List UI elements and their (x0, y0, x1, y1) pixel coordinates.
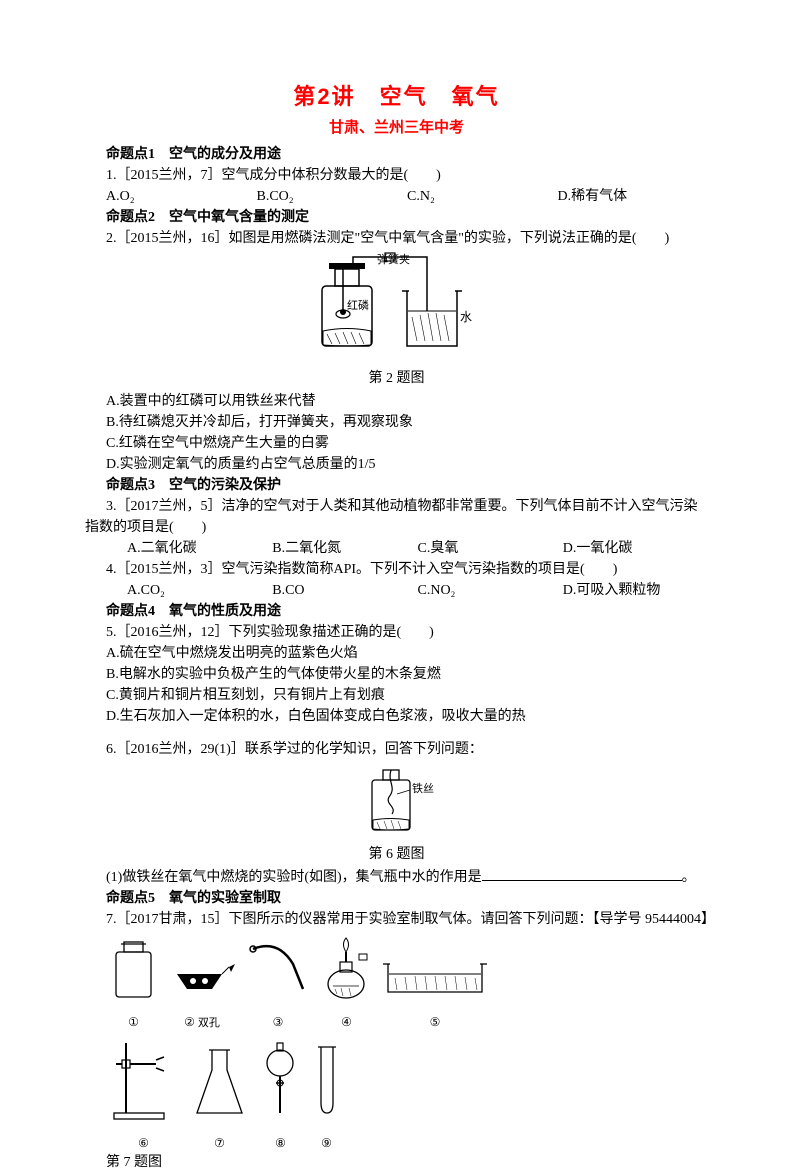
q1-options: A.O₂ B.CO₂ C.N₂ D.稀有气体 (85, 186, 708, 207)
q5-opt-c: C.黄铜片和铜片相互刻划，只有铜片上有划痕 (85, 685, 708, 706)
q4-opt-d: D.可吸入颗粒物 (563, 580, 708, 601)
page-title: 第2讲 空气 氧气 (85, 80, 708, 113)
q2-opt-c: C.红磷在空气中燃烧产生大量的白雾 (85, 433, 708, 454)
blank-input[interactable] (482, 867, 682, 881)
q6-sub1-pre: (1)做铁丝在氧气中燃烧的实验时(如图)，集气瓶中水的作用是 (106, 870, 482, 885)
q3-opt-d: D.一氧化碳 (563, 538, 708, 559)
equip-4-label: ④ (319, 1013, 374, 1031)
q5-opt-d: D.生石灰加入一定体积的水，白色固体变成白色浆液，吸收大量的热 (85, 706, 708, 727)
section-2-head: 命题点2 空气中氧气含量的测定 (85, 207, 708, 228)
equip-9-label: ⑨ (309, 1134, 344, 1152)
q2-opt-d: D.实验测定氧气的质量约占空气总质量的1/5 (85, 454, 708, 475)
q2-opt-a: A.装置中的红磷可以用铁丝来代替 (85, 391, 708, 412)
equip-2-label: ② (184, 1015, 195, 1029)
q1-opt-a: A.O₂ (106, 186, 257, 207)
equip-1: ① (106, 934, 161, 1031)
equipment-row-1: ① ② 双孔 ③ ④ (85, 934, 708, 1032)
q2-opt-b: B.待红磷熄灭并冷却后，打开弹簧夹，再观察现象 (85, 412, 708, 433)
equip-3: ③ (243, 934, 313, 1031)
q3-opt-c: C.臭氧 (418, 538, 563, 559)
q7-stem: 7.［2017甘肃，15］下图所示的仪器常用于实验室制取气体。请回答下列问题：【… (85, 909, 708, 930)
equip-1-label: ① (106, 1013, 161, 1031)
equip-5: ⑤ (380, 934, 490, 1031)
fig6-label-wire: 铁丝 (412, 782, 434, 795)
q1-opt-d: D.稀有气体 (558, 186, 709, 207)
page-subtitle: 甘肃、兰州三年中考 (85, 117, 708, 140)
q5-stem: 5.［2016兰州，12］下列实验现象描述正确的是( ) (85, 622, 708, 643)
section-5-head: 命题点5 氧气的实验室制取 (85, 888, 708, 909)
q3-opt-a: A.二氧化碳 (127, 538, 272, 559)
section-3-head: 命题点3 空气的污染及保护 (85, 475, 708, 496)
equip-9: ⑨ (309, 1035, 344, 1152)
q6-figure: 铁丝 第 6 题图 (85, 762, 708, 865)
equip-7: ⑦ (187, 1035, 252, 1152)
q1-opt-b: B.CO₂ (257, 186, 408, 207)
q3-opt-b: B.二氧化氮 (272, 538, 417, 559)
q2-figure: 弹簧夹 红磷 水 第 2 题图 (85, 251, 708, 389)
equipment-row-2: ⑥ ⑦ ⑧ ⑨ (85, 1035, 708, 1152)
q6-sub1-post: 。 (682, 870, 696, 885)
q5-opt-a: A.硫在空气中燃烧发出明亮的蓝紫色火焰 (85, 643, 708, 664)
equip-4: ④ (319, 934, 374, 1031)
equip-6: ⑥ (106, 1035, 181, 1152)
equip-8: ⑧ (258, 1035, 303, 1152)
equip-5-label: ⑤ (380, 1013, 490, 1031)
q3-options: A.二氧化碳 B.二氧化氮 C.臭氧 D.一氧化碳 (85, 538, 708, 559)
q4-opt-c: C.NO₂ (418, 580, 563, 601)
fig2-label-clip: 弹簧夹 (377, 252, 410, 266)
spacer (85, 727, 708, 739)
q6-sub1: (1)做铁丝在氧气中燃烧的实验时(如图)，集气瓶中水的作用是 。 (85, 867, 708, 888)
section-1-head: 命题点1 空气的成分及用途 (85, 144, 708, 165)
q4-opt-a: A.CO₂ (127, 580, 272, 601)
equip-6-label: ⑥ (106, 1134, 181, 1152)
q1-opt-c: C.N₂ (407, 186, 558, 207)
q6-fig-caption: 第 6 题图 (85, 844, 708, 865)
equip-3-label: ③ (243, 1013, 313, 1031)
fig2-label-water: 水 (460, 310, 472, 324)
q1-stem: 1.［2015兰州，7］空气成分中体积分数最大的是( ) (85, 165, 708, 186)
q2-stem: 2.［2015兰州，16］如图是用燃磷法测定"空气中氧气含量"的实验，下列说法正… (85, 228, 708, 249)
q3-stem: 3.［2017兰州，5］洁净的空气对于人类和其他动植物都非常重要。下列气体目前不… (85, 496, 708, 538)
q4-opt-b: B.CO (272, 580, 417, 601)
equip-8-label: ⑧ (258, 1134, 303, 1152)
q2-fig-caption: 第 2 题图 (85, 368, 708, 389)
equip-2-hole: 双孔 (198, 1017, 220, 1029)
section-4-head: 命题点4 氧气的性质及用途 (85, 601, 708, 622)
q5-opt-b: B.电解水的实验中负极产生的气体使带火星的木条复燃 (85, 664, 708, 685)
equip-7-label: ⑦ (187, 1134, 252, 1152)
q4-options: A.CO₂ B.CO C.NO₂ D.可吸入颗粒物 (85, 580, 708, 601)
equip-2: ② 双孔 (167, 934, 237, 1032)
q6-stem: 6.［2016兰州，29(1)］联系学过的化学知识，回答下列问题： (85, 739, 708, 760)
q4-stem: 4.［2015兰州，3］空气污染指数简称API。下列不计入空气污染指数的项目是(… (85, 559, 708, 580)
q7-fig-caption: 第 7 题图 (85, 1152, 708, 1173)
fig2-label-p: 红磷 (347, 299, 369, 312)
